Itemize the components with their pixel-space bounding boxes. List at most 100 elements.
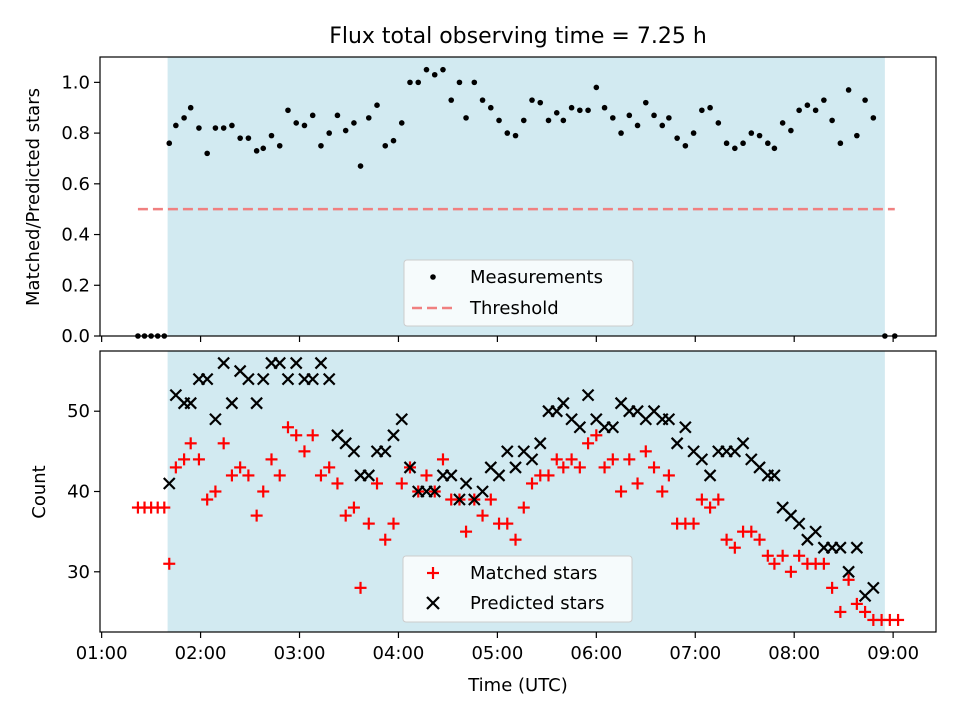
predicted-stars-points xyxy=(162,356,880,603)
matched-star-point xyxy=(371,477,384,490)
matched-star-point xyxy=(687,517,700,530)
legend-measurements-label: Measurements xyxy=(470,267,603,288)
bottom-y-axis-label: Count xyxy=(29,465,50,518)
measurement-point xyxy=(382,142,389,149)
measurement-point xyxy=(723,140,730,147)
matched-star-point xyxy=(639,445,652,458)
matched-star-point xyxy=(273,469,286,482)
predicted-star-point xyxy=(703,469,717,482)
predicted-star-point xyxy=(557,396,570,410)
matched-star-point xyxy=(662,469,675,482)
measurement-point xyxy=(351,120,357,126)
matched-star-point xyxy=(395,477,408,490)
x-tick-label: 06:00 xyxy=(570,643,622,664)
matched-star-point xyxy=(362,517,375,530)
predicted-star-point xyxy=(670,437,684,450)
matched-star-point xyxy=(842,573,855,586)
top-plot-frame xyxy=(99,56,937,337)
measurement-point xyxy=(854,132,860,139)
matched-star-point xyxy=(598,461,611,474)
matched-star-point xyxy=(298,445,311,458)
predicted-star-point xyxy=(525,453,539,466)
measurement-point xyxy=(682,142,689,149)
matched-star-point xyxy=(387,517,400,530)
matched-star-point xyxy=(306,429,319,442)
matched-star-point xyxy=(695,493,708,506)
x-tick-label: 01:00 xyxy=(76,643,128,664)
matched-star-point xyxy=(834,605,847,618)
matched-star-point xyxy=(892,613,905,626)
measurement-point xyxy=(829,117,835,124)
measurement-point xyxy=(748,130,755,136)
measurement-point xyxy=(479,97,486,103)
predicted-star-point xyxy=(289,356,303,370)
measurement-point xyxy=(471,79,478,86)
predicted-star-point xyxy=(217,356,230,370)
measurement-point xyxy=(440,66,446,73)
top-y-axis: 0.0 0.2 0.4 0.6 0.8 1.0 xyxy=(61,72,100,347)
x-tick-label: 05:00 xyxy=(471,643,523,664)
x-tick-label: 07:00 xyxy=(669,643,721,664)
matched-star-point xyxy=(728,541,741,554)
measurement-point xyxy=(634,122,641,129)
y-tick-label: 0.4 xyxy=(61,225,90,246)
measurement-point xyxy=(309,112,316,119)
y-tick-label: 0.0 xyxy=(61,326,90,347)
measurement-point xyxy=(699,107,705,114)
predicted-star-point xyxy=(209,412,222,426)
matched-star-point xyxy=(234,461,247,474)
y-tick-label: 30 xyxy=(67,562,90,583)
measurement-point xyxy=(618,130,624,136)
measurement-point xyxy=(732,145,738,152)
matched-star-point xyxy=(281,421,294,434)
matched-star-point xyxy=(314,469,327,482)
measurement-point xyxy=(577,107,583,114)
measurement-point xyxy=(560,117,567,124)
predicted-star-point xyxy=(242,372,255,386)
bottom-x-axis-label: Time (UTC) xyxy=(467,675,568,696)
y-tick-label: 50 xyxy=(67,401,90,422)
y-tick-label: 0.6 xyxy=(61,174,90,195)
measurement-point xyxy=(821,97,827,103)
predicted-star-point xyxy=(695,453,709,466)
predicted-star-point xyxy=(809,525,822,538)
measurement-point xyxy=(837,140,844,147)
measurement-point xyxy=(229,122,235,129)
matched-star-point xyxy=(550,453,563,466)
predicted-star-point xyxy=(184,396,197,410)
predicted-star-point xyxy=(347,445,361,458)
matched-star-point xyxy=(590,429,603,442)
predicted-star-point xyxy=(581,388,595,402)
predicted-star-point xyxy=(200,372,214,386)
measurement-point xyxy=(585,107,591,114)
matched-star-point xyxy=(542,469,555,482)
matched-star-point xyxy=(158,501,171,514)
measurement-point xyxy=(626,112,633,119)
x-tick-label: 03:00 xyxy=(274,643,326,664)
measurement-points xyxy=(135,66,898,339)
predicted-star-point xyxy=(250,396,263,410)
predicted-star-point xyxy=(162,477,176,490)
matched-star-point xyxy=(517,501,530,514)
x-tick-label: 08:00 xyxy=(768,643,820,664)
measurement-point xyxy=(318,142,324,149)
measurement-point xyxy=(715,120,722,126)
measurement-point xyxy=(537,99,544,106)
matched-star-point xyxy=(582,437,595,450)
top-legend: Measurements Threshold xyxy=(403,259,634,327)
matched-star-point xyxy=(460,525,473,538)
matched-star-point xyxy=(850,597,863,610)
measurement-point xyxy=(342,127,349,134)
matched-star-point xyxy=(347,501,360,514)
measurement-point xyxy=(166,140,173,147)
matched-star-point xyxy=(476,509,489,522)
measurement-point xyxy=(553,110,560,116)
measurement-point xyxy=(520,117,527,124)
x-tick-label: 09:00 xyxy=(867,643,919,664)
measurement-point xyxy=(593,84,600,91)
predicted-star-point xyxy=(850,541,864,554)
matched-star-point xyxy=(753,533,766,546)
matched-star-point xyxy=(217,437,230,450)
measurement-point xyxy=(260,145,267,152)
predicted-star-point xyxy=(459,477,473,490)
